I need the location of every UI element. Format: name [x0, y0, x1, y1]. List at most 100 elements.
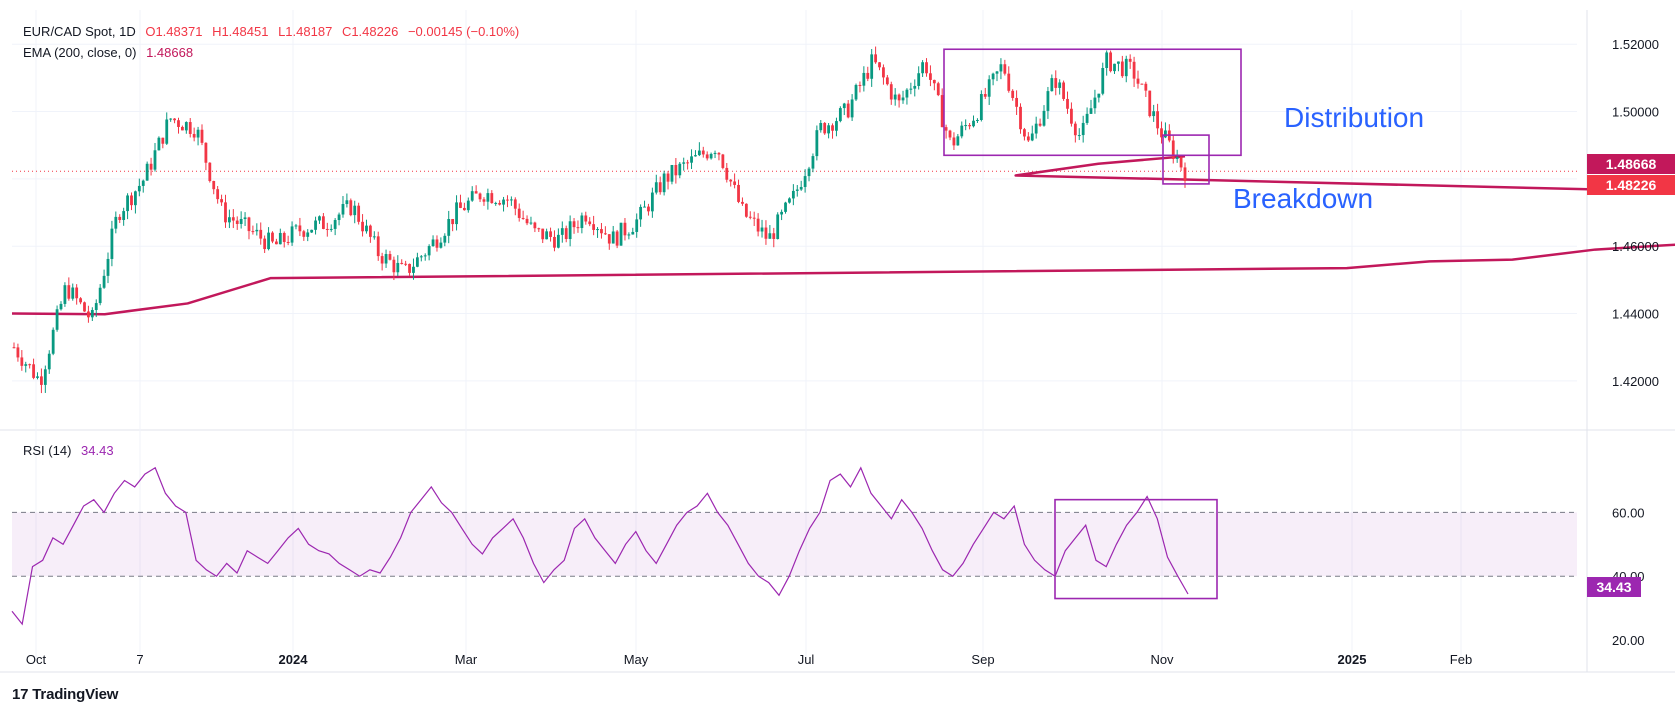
candle	[161, 137, 165, 149]
candle	[427, 244, 431, 261]
candle-body	[976, 119, 979, 121]
rsi-line	[11, 466, 1189, 626]
candle	[929, 65, 932, 87]
candle-body	[290, 226, 294, 243]
candle	[118, 214, 122, 224]
candle	[188, 118, 192, 138]
candle	[341, 196, 345, 218]
candle-body	[294, 225, 298, 227]
candle-body	[349, 200, 353, 216]
candle-body	[842, 103, 846, 109]
candle-body	[752, 217, 756, 219]
candle-body	[521, 217, 525, 219]
candle-body	[98, 287, 102, 304]
candle	[529, 216, 533, 225]
candle	[384, 249, 388, 268]
candle-body	[835, 121, 838, 131]
candle	[901, 90, 905, 104]
candle-body	[1160, 128, 1163, 138]
candle-body	[75, 287, 79, 299]
candle	[345, 193, 349, 208]
candle	[799, 180, 803, 191]
candle-body	[208, 162, 212, 181]
candle-body	[1164, 130, 1167, 138]
candle	[509, 196, 513, 206]
candle	[576, 220, 580, 233]
candle	[1101, 62, 1105, 96]
price-tick-label: 1.44000	[1612, 307, 1659, 322]
candle-body	[1077, 135, 1081, 137]
candle	[1019, 103, 1022, 134]
candle-body	[282, 232, 286, 242]
candle-body	[513, 199, 517, 209]
candle-body	[470, 191, 474, 201]
candle-body	[631, 231, 635, 235]
time-tick-label: Oct	[26, 652, 47, 667]
candle	[1148, 90, 1152, 118]
candle	[1144, 81, 1148, 97]
candle-body	[224, 202, 227, 223]
candle-body	[905, 89, 909, 98]
candle-body	[32, 364, 35, 378]
candle-body	[897, 94, 901, 101]
candle	[643, 200, 646, 208]
candle	[549, 227, 552, 242]
candle	[960, 121, 964, 139]
candle	[1124, 55, 1128, 83]
candle-body	[368, 225, 372, 237]
time-tick-label: 2025	[1338, 652, 1367, 667]
candle-body	[1128, 58, 1132, 62]
candle-body	[560, 228, 564, 235]
candle-body	[717, 152, 721, 155]
candle	[1105, 50, 1109, 76]
candle	[208, 162, 212, 183]
candle	[925, 58, 928, 77]
candle-body	[697, 150, 701, 156]
candle	[729, 179, 733, 187]
candle	[357, 202, 361, 225]
candle	[325, 222, 329, 237]
candle	[212, 180, 216, 195]
candle-body	[791, 190, 795, 199]
candle	[361, 214, 364, 237]
candle	[858, 81, 862, 93]
candle-body	[204, 142, 208, 163]
candle	[220, 194, 223, 206]
candle	[59, 301, 63, 311]
tradingview-logo[interactable]: 17 TradingView	[12, 686, 118, 703]
distribution-box	[943, 48, 1242, 157]
candle	[333, 218, 337, 236]
candle	[443, 233, 447, 247]
candle-body	[310, 229, 314, 233]
candle	[592, 215, 596, 236]
candle-body	[819, 122, 823, 131]
candle-body	[627, 234, 631, 236]
candle	[67, 277, 71, 301]
candle	[43, 365, 47, 393]
candle	[90, 307, 94, 321]
candle	[243, 212, 247, 226]
candle	[1089, 99, 1093, 115]
candle	[764, 220, 768, 245]
candle-body	[365, 225, 368, 232]
candle-body	[345, 200, 349, 205]
candle	[893, 88, 897, 106]
candle-body	[196, 129, 200, 138]
candle	[752, 211, 756, 227]
price-tick-label: 1.52000	[1612, 37, 1659, 52]
candle	[1109, 50, 1112, 73]
candle-body	[376, 236, 380, 257]
rsi-tick-label: 60.00	[1612, 505, 1645, 520]
candle	[686, 159, 690, 170]
candle	[392, 256, 396, 281]
candle	[32, 358, 35, 380]
candle-body	[314, 220, 317, 230]
candle	[349, 198, 353, 217]
candle-body	[239, 219, 243, 224]
candle	[368, 224, 372, 243]
candle	[788, 197, 791, 204]
candle	[733, 173, 737, 189]
rsi-price-tag: 34.43	[1587, 577, 1641, 597]
candle	[674, 158, 678, 184]
candle	[772, 227, 776, 248]
